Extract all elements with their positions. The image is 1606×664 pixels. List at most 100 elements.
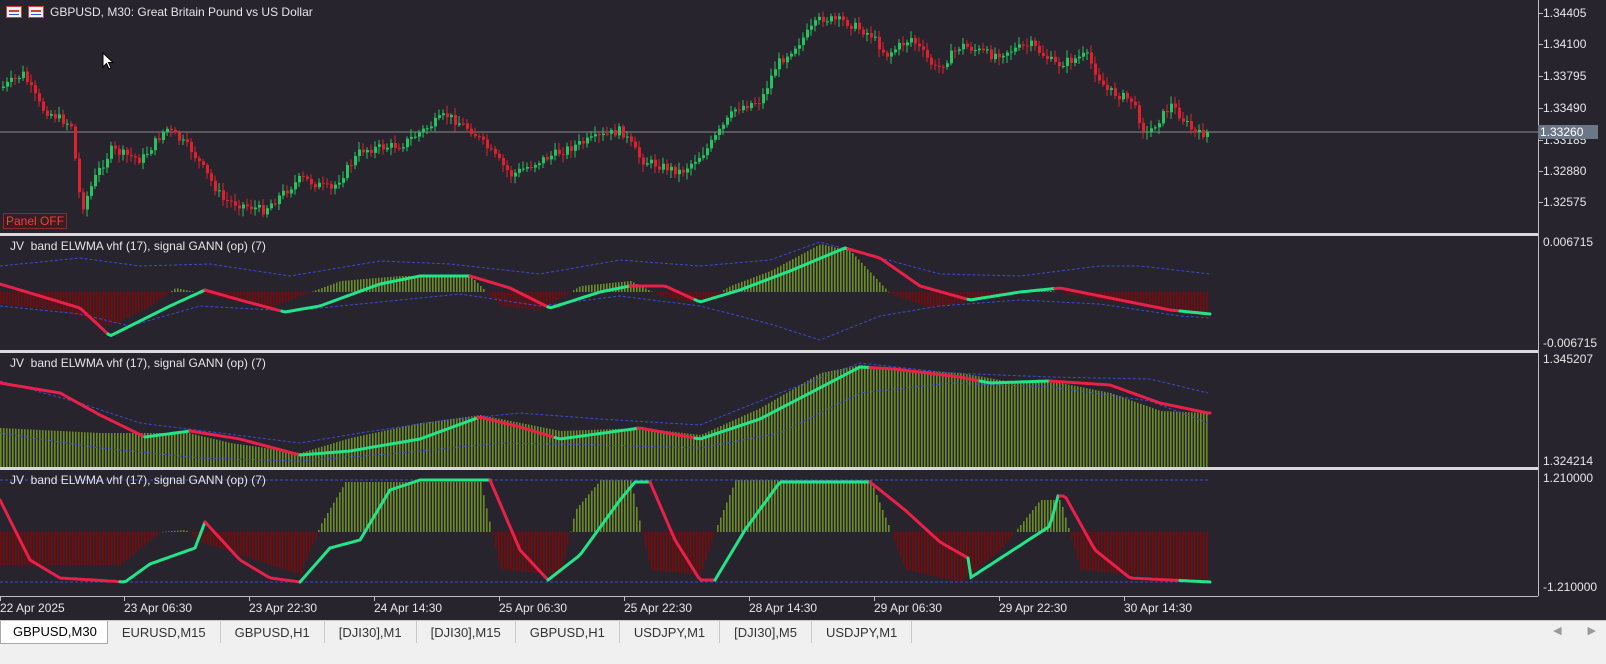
chart-menu-icon[interactable] xyxy=(6,6,22,18)
candle-body xyxy=(790,53,793,57)
histogram-bar xyxy=(96,532,98,565)
candle-body xyxy=(362,149,365,153)
tab-usdjpy-m1[interactable]: USDJPY,M1 xyxy=(620,621,721,643)
histogram-bar xyxy=(27,429,29,467)
histogram-bar xyxy=(75,292,77,316)
tab-dji30-m1[interactable]: [DJI30],M1 xyxy=(325,621,417,643)
chart-window[interactable]: JV band ELWMA vhf (17), signal GANN (op)… xyxy=(0,0,1606,620)
pane-separator[interactable] xyxy=(0,467,1538,470)
histogram-bar xyxy=(651,291,653,292)
histogram-bar xyxy=(153,292,155,304)
histogram-bar xyxy=(1203,412,1205,467)
one-click-trading-icon[interactable] xyxy=(28,6,44,18)
histogram-bar xyxy=(948,292,950,305)
histogram-bar xyxy=(435,482,437,532)
candle-body xyxy=(482,136,485,140)
panel-toggle-button[interactable]: Panel OFF xyxy=(3,213,68,229)
candle-body xyxy=(890,52,893,57)
histogram-bar xyxy=(1041,381,1043,467)
candle-body xyxy=(930,57,933,65)
histogram-bar xyxy=(1185,412,1187,467)
histogram-bar xyxy=(468,482,470,532)
indicator-pane-3[interactable]: JV band ELWMA vhf (17), signal GANN (op)… xyxy=(0,470,1538,596)
price-pane[interactable] xyxy=(0,0,1538,233)
histogram-bar xyxy=(1134,292,1136,306)
pane-separator[interactable] xyxy=(0,350,1538,353)
histogram-bar xyxy=(1191,292,1193,314)
price-tick xyxy=(1539,13,1543,14)
tab-usdjpy-m1-2[interactable]: USDJPY,M1 xyxy=(812,621,913,643)
histogram-bar xyxy=(1167,411,1169,467)
histogram-bar xyxy=(363,279,365,292)
candle-body xyxy=(950,50,953,64)
price-scale[interactable]: 1.34405 1.34100 1.33795 1.33490 1.33185 … xyxy=(1538,0,1606,596)
histogram-bar xyxy=(912,370,914,467)
tab-gbpusd-h1-2[interactable]: GBPUSD,H1 xyxy=(516,621,620,643)
histogram-bar xyxy=(507,420,509,467)
time-tick xyxy=(624,597,625,601)
histogram-bar xyxy=(720,426,722,467)
histogram-bar xyxy=(825,245,827,292)
histogram-bar xyxy=(525,292,527,309)
histogram-bar xyxy=(33,532,35,565)
histogram-bar xyxy=(546,532,548,574)
histogram-bar xyxy=(489,292,491,295)
histogram-bar xyxy=(666,292,668,298)
time-label: 22 Apr 2025 xyxy=(0,601,65,615)
histogram-bar xyxy=(597,284,599,292)
tab-dji30-m5[interactable]: [DJI30],M5 xyxy=(720,621,812,643)
histogram-bar xyxy=(759,480,761,532)
indicator-pane-2[interactable]: JV band ELWMA vhf (17), signal GANN (op)… xyxy=(0,353,1538,467)
histogram-bar xyxy=(357,482,359,532)
histogram-bar xyxy=(894,532,896,541)
candle-body xyxy=(394,143,397,149)
histogram-bar xyxy=(66,431,68,467)
histogram-bar xyxy=(237,292,239,301)
histogram-bar xyxy=(1098,390,1100,467)
tab-eurusd-m15[interactable]: EURUSD,M15 xyxy=(108,621,221,643)
histogram-bar xyxy=(36,292,38,309)
candle-body xyxy=(478,136,481,138)
chevron-left-icon[interactable]: ◀ xyxy=(1553,625,1562,637)
time-axis[interactable]: 22 Apr 2025 23 Apr 06:30 23 Apr 22:30 24… xyxy=(0,596,1538,620)
tab-gbpusd-m30[interactable]: GBPUSD,M30 xyxy=(0,621,108,644)
candle-body xyxy=(62,114,65,124)
pane-separator[interactable] xyxy=(0,233,1538,236)
histogram-bar xyxy=(474,415,476,467)
candle-body xyxy=(278,195,281,205)
signal-line-down xyxy=(868,480,970,560)
price-chart[interactable] xyxy=(0,0,1538,233)
histogram-bar xyxy=(891,292,893,295)
tab-gbpusd-h1[interactable]: GBPUSD,H1 xyxy=(221,621,325,643)
histogram-bar xyxy=(1170,292,1172,311)
candle-body xyxy=(138,157,141,163)
candle-body xyxy=(886,52,889,57)
histogram-bar xyxy=(1203,292,1205,316)
indicator-chart-3 xyxy=(0,478,1212,584)
histogram-bar xyxy=(885,367,887,467)
histogram-bar xyxy=(1062,383,1064,467)
chevron-right-icon[interactable]: ▶ xyxy=(1587,625,1596,637)
histogram-bar xyxy=(327,444,329,467)
histogram-bar xyxy=(267,448,269,467)
histogram-bar xyxy=(162,531,164,533)
histogram-bar xyxy=(738,283,740,292)
histogram-bar xyxy=(1008,381,1010,467)
histogram-bar xyxy=(1065,292,1067,294)
candle-body xyxy=(34,85,37,94)
histogram-bar xyxy=(66,532,68,565)
indicator-pane-1[interactable]: JV band ELWMA vhf (17), signal GANN (op)… xyxy=(0,236,1538,350)
histogram-bar xyxy=(30,429,32,467)
candle-body xyxy=(754,103,757,105)
histogram-bar xyxy=(696,434,698,467)
histogram-bar xyxy=(501,419,503,467)
candle-body xyxy=(106,158,109,168)
band-lower-line xyxy=(0,293,1211,341)
histogram-bar xyxy=(804,480,806,532)
histogram-bar xyxy=(831,246,833,292)
histogram-bar xyxy=(159,532,161,533)
histogram-bar xyxy=(126,292,128,318)
tab-dji30-m15[interactable]: [DJI30],M15 xyxy=(417,621,516,643)
histogram-bar xyxy=(1023,521,1025,532)
histogram-bar xyxy=(939,292,941,307)
